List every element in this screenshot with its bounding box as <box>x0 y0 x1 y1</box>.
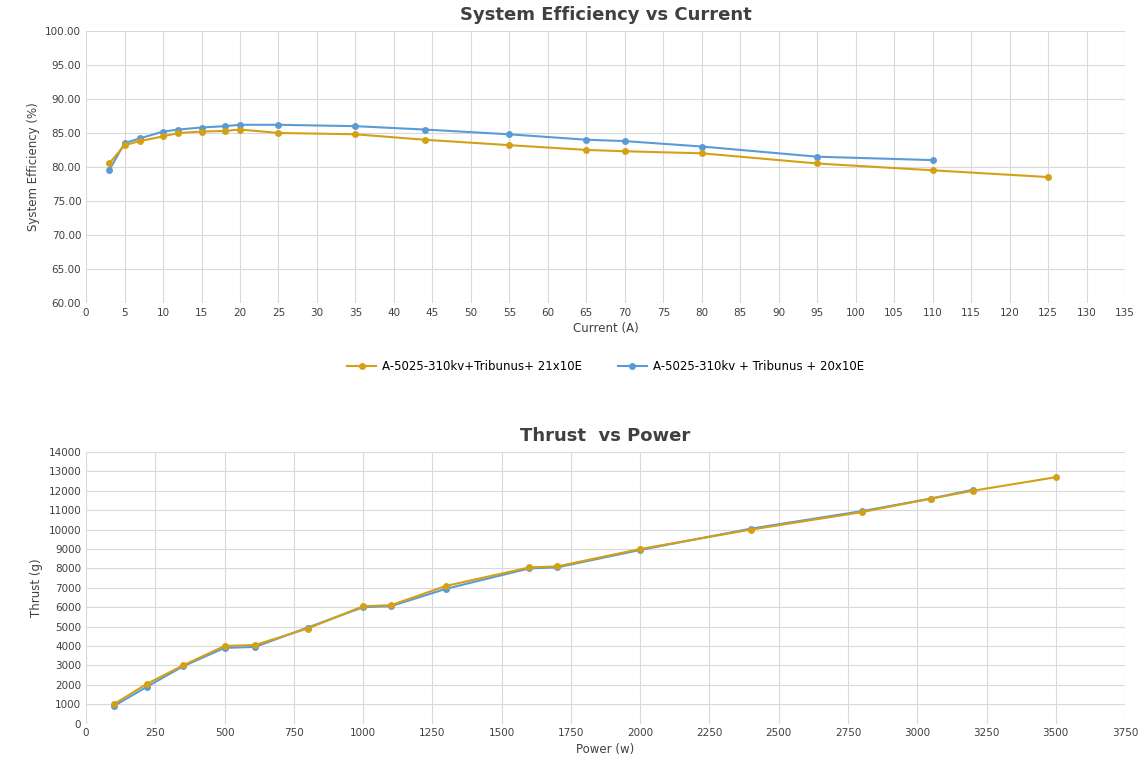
A-5025-310kv+Tribunus+ 21x10E <box>272 128 286 138</box>
A-5025-310kv+Tribunus+ 21x10E <box>580 145 594 155</box>
A-5025-310kv+ Tribunus +20x10E <box>924 494 938 503</box>
Line: A-5025-310kv+Tribunus+ 21x10E: A-5025-310kv+Tribunus+ 21x10E <box>110 474 1060 708</box>
A-5025-310kv+Tribunus+ 21x10E <box>140 679 154 689</box>
A-5025-310kv+ Tribunus +20x10E <box>356 602 370 612</box>
Line: A-5025-310kv + Tribunus + 20x10E: A-5025-310kv + Tribunus + 20x10E <box>106 121 936 173</box>
A-5025-310kv+Tribunus+ 21x10E <box>925 166 939 175</box>
Y-axis label: Thrust (g): Thrust (g) <box>30 559 42 617</box>
A-5025-310kv+Tribunus+ 21x10E <box>349 130 363 139</box>
A-5025-310kv+Tribunus+ 21x10E <box>1049 472 1063 482</box>
A-5025-310kv + Tribunus + 20x10E <box>695 142 708 151</box>
A-5025-310kv+ Tribunus +20x10E <box>301 623 315 633</box>
A-5025-310kv+Tribunus+ 21x10E <box>550 562 564 571</box>
A-5025-310kv + Tribunus + 20x10E <box>272 120 286 129</box>
A-5025-310kv+ Tribunus +20x10E <box>140 682 154 692</box>
A-5025-310kv + Tribunus + 20x10E <box>810 152 824 161</box>
A-5025-310kv+Tribunus+ 21x10E <box>503 141 517 150</box>
A-5025-310kv+ Tribunus +20x10E <box>383 601 397 611</box>
A-5025-310kv+Tribunus+ 21x10E <box>522 562 536 572</box>
A-5025-310kv+Tribunus+ 21x10E <box>356 601 370 611</box>
A-5025-310kv+Tribunus+ 21x10E <box>233 125 247 135</box>
A-5025-310kv + Tribunus + 20x10E <box>171 125 185 135</box>
A-5025-310kv+ Tribunus +20x10E <box>634 545 647 555</box>
Title: Thrust  vs Power: Thrust vs Power <box>520 427 691 445</box>
A-5025-310kv+Tribunus+ 21x10E <box>440 581 453 591</box>
A-5025-310kv + Tribunus + 20x10E <box>102 166 116 175</box>
A-5025-310kv+Tribunus+ 21x10E <box>301 624 315 633</box>
A-5025-310kv+Tribunus+ 21x10E <box>218 126 232 135</box>
A-5025-310kv+Tribunus+ 21x10E <box>248 640 262 650</box>
A-5025-310kv+Tribunus+ 21x10E <box>102 159 116 168</box>
A-5025-310kv+Tribunus+ 21x10E <box>1041 173 1055 182</box>
A-5025-310kv+Tribunus+ 21x10E <box>118 141 132 150</box>
A-5025-310kv+ Tribunus +20x10E <box>440 584 453 594</box>
Legend: A-5025-310kv+Tribunus+ 21x10E, A-5025-310kv+ Tribunus +20x10E: A-5025-310kv+Tribunus+ 21x10E, A-5025-31… <box>346 776 866 778</box>
A-5025-310kv+Tribunus+ 21x10E <box>634 545 647 554</box>
Line: A-5025-310kv+ Tribunus +20x10E: A-5025-310kv+ Tribunus +20x10E <box>110 486 976 710</box>
A-5025-310kv+ Tribunus +20x10E <box>218 643 232 653</box>
A-5025-310kv + Tribunus + 20x10E <box>218 121 232 131</box>
A-5025-310kv + Tribunus + 20x10E <box>133 134 147 143</box>
A-5025-310kv+Tribunus+ 21x10E <box>618 146 631 156</box>
A-5025-310kv+Tribunus+ 21x10E <box>156 131 170 141</box>
A-5025-310kv+Tribunus+ 21x10E <box>133 136 147 145</box>
A-5025-310kv + Tribunus + 20x10E <box>580 135 594 145</box>
A-5025-310kv+ Tribunus +20x10E <box>855 506 869 516</box>
X-axis label: Current (A): Current (A) <box>573 321 638 335</box>
A-5025-310kv+ Tribunus +20x10E <box>744 524 758 533</box>
A-5025-310kv + Tribunus + 20x10E <box>195 123 209 132</box>
A-5025-310kv+Tribunus+ 21x10E <box>418 135 432 145</box>
A-5025-310kv+Tribunus+ 21x10E <box>171 128 185 138</box>
A-5025-310kv+Tribunus+ 21x10E <box>965 486 979 496</box>
Title: System Efficiency vs Current: System Efficiency vs Current <box>459 6 752 24</box>
A-5025-310kv+ Tribunus +20x10E <box>107 702 121 711</box>
Legend: A-5025-310kv+Tribunus+ 21x10E, A-5025-310kv + Tribunus + 20x10E: A-5025-310kv+Tribunus+ 21x10E, A-5025-31… <box>342 356 869 378</box>
A-5025-310kv+ Tribunus +20x10E <box>965 485 979 495</box>
A-5025-310kv + Tribunus + 20x10E <box>418 125 432 135</box>
A-5025-310kv+ Tribunus +20x10E <box>550 562 564 572</box>
A-5025-310kv+Tribunus+ 21x10E <box>195 127 209 136</box>
Line: A-5025-310kv+Tribunus+ 21x10E: A-5025-310kv+Tribunus+ 21x10E <box>106 126 1052 180</box>
A-5025-310kv + Tribunus + 20x10E <box>618 136 631 145</box>
A-5025-310kv+Tribunus+ 21x10E <box>855 507 869 517</box>
A-5025-310kv+Tribunus+ 21x10E <box>107 699 121 709</box>
A-5025-310kv+ Tribunus +20x10E <box>522 564 536 573</box>
X-axis label: Power (w): Power (w) <box>576 742 635 755</box>
Y-axis label: System Efficiency (%): System Efficiency (%) <box>26 103 40 231</box>
A-5025-310kv+Tribunus+ 21x10E <box>383 601 397 610</box>
A-5025-310kv + Tribunus + 20x10E <box>925 156 939 165</box>
A-5025-310kv+ Tribunus +20x10E <box>248 643 262 652</box>
A-5025-310kv + Tribunus + 20x10E <box>156 127 170 136</box>
A-5025-310kv+Tribunus+ 21x10E <box>744 525 758 534</box>
A-5025-310kv + Tribunus + 20x10E <box>503 130 517 139</box>
A-5025-310kv + Tribunus + 20x10E <box>349 121 363 131</box>
A-5025-310kv+Tribunus+ 21x10E <box>218 641 232 650</box>
A-5025-310kv+Tribunus+ 21x10E <box>695 149 708 158</box>
A-5025-310kv+ Tribunus +20x10E <box>176 661 189 671</box>
A-5025-310kv+Tribunus+ 21x10E <box>810 159 824 168</box>
A-5025-310kv+Tribunus+ 21x10E <box>924 494 938 503</box>
A-5025-310kv+Tribunus+ 21x10E <box>176 661 189 670</box>
A-5025-310kv + Tribunus + 20x10E <box>118 138 132 148</box>
A-5025-310kv + Tribunus + 20x10E <box>233 120 247 129</box>
